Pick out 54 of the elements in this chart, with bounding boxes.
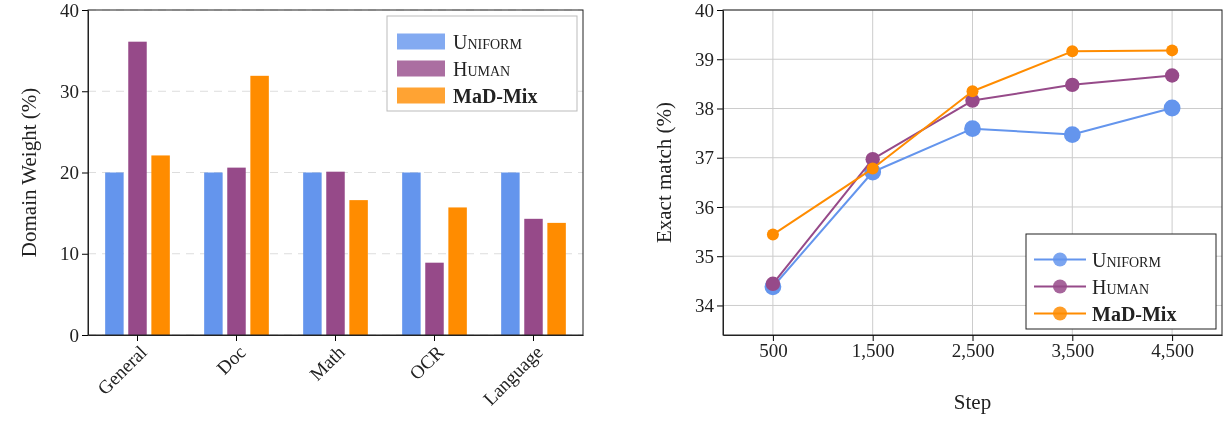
bar bbox=[501, 172, 520, 335]
y-tick-label: 40 bbox=[695, 0, 714, 21]
bar bbox=[128, 41, 147, 335]
bar bbox=[250, 75, 269, 335]
bar bbox=[204, 172, 223, 335]
x-tick-label: 3,500 bbox=[1051, 340, 1095, 362]
legend-label: Uniform bbox=[1092, 248, 1162, 271]
bar bbox=[227, 167, 246, 335]
x-tick-label: OCR bbox=[405, 341, 448, 384]
y-tick-label: 36 bbox=[695, 196, 714, 218]
y-axis-title: Domain Weight (%) bbox=[17, 87, 41, 258]
x-tick-label: 500 bbox=[759, 340, 788, 362]
bar bbox=[448, 207, 467, 335]
bar bbox=[524, 218, 543, 335]
point bbox=[1066, 45, 1079, 58]
point bbox=[964, 120, 981, 138]
x-tick-label: Math bbox=[305, 341, 350, 385]
bar bbox=[105, 172, 124, 335]
y-tick-label: 35 bbox=[695, 245, 714, 267]
x-tick-label: 2,500 bbox=[951, 340, 995, 362]
legend-label: Human bbox=[453, 57, 511, 80]
y-axis-title: Exact match (%) bbox=[652, 101, 676, 244]
legend-label: Human bbox=[1092, 275, 1150, 298]
y-tick-label: 20 bbox=[60, 162, 79, 184]
legend-label: Uniform bbox=[453, 30, 523, 53]
y-tick-label: 37 bbox=[695, 147, 714, 169]
y-tick-label: 40 bbox=[60, 0, 79, 21]
point bbox=[966, 85, 979, 98]
bar bbox=[151, 155, 170, 335]
point bbox=[765, 276, 781, 291]
y-tick-label: 0 bbox=[69, 324, 79, 346]
bar bbox=[402, 172, 421, 335]
y-tick-label: 34 bbox=[695, 295, 715, 317]
bar bbox=[425, 262, 444, 335]
point bbox=[1163, 99, 1181, 117]
y-tick-label: 10 bbox=[60, 243, 79, 265]
legend-label: MaD-Mix bbox=[1092, 302, 1177, 325]
point bbox=[1164, 68, 1180, 83]
point bbox=[1166, 44, 1179, 57]
bar bbox=[349, 200, 368, 335]
bar bbox=[326, 171, 345, 335]
y-tick-label: 39 bbox=[695, 48, 714, 70]
x-axis-title: Step bbox=[953, 390, 992, 414]
y-tick-label: 30 bbox=[60, 80, 79, 102]
bar bbox=[303, 172, 322, 335]
point bbox=[1063, 126, 1081, 143]
x-tick-label: 4,500 bbox=[1151, 340, 1194, 362]
point bbox=[1065, 77, 1080, 93]
x-tick-label: Doc bbox=[212, 341, 250, 379]
bar bbox=[547, 222, 566, 335]
legend-label: MaD-Mix bbox=[453, 84, 538, 107]
point bbox=[766, 228, 779, 241]
x-tick-label: 1,500 bbox=[851, 340, 895, 362]
y-tick-label: 38 bbox=[695, 98, 714, 120]
